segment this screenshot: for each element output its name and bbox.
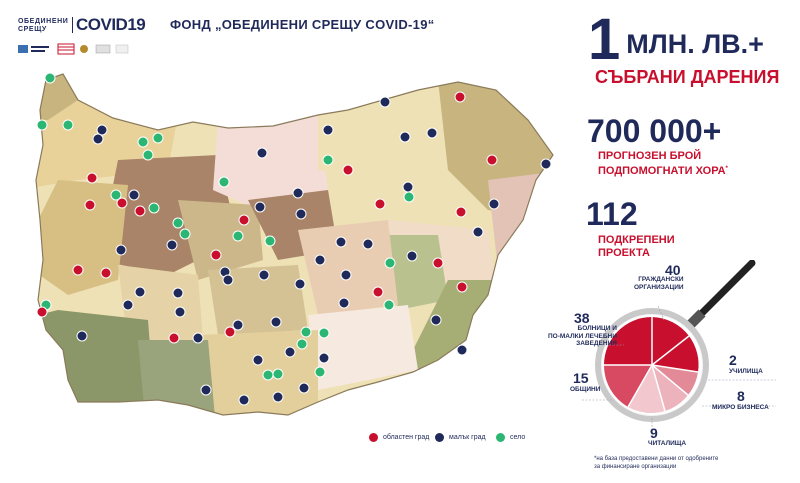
- footnote: *на база предоставени данни от одобренит…: [594, 455, 718, 471]
- pie-slice-small-a: [652, 336, 699, 372]
- footnote-line-1: *на база предоставени данни от одобренит…: [594, 456, 719, 462]
- legend-navy-dot: [435, 433, 444, 442]
- breakdown-graphic: [582, 260, 776, 435]
- count-municipalities: 15: [573, 370, 589, 386]
- label-hospitals: БОЛНИЦИ И ПО-МАЛКИ ЛЕЧЕБНИ ЗАВЕДЕНИЯ: [548, 325, 617, 348]
- label-community-centers: ЧИТАЛИЩА: [648, 440, 687, 447]
- logo-line-2: СРЕЩУ: [18, 26, 47, 33]
- label-civil-orgs-line-1: ГРАЖДАНСКИ: [638, 276, 684, 283]
- pie-slice-civil: [652, 317, 689, 365]
- people-label-line-2: ПОДПОМОГНАТИ ХОРА: [598, 165, 726, 177]
- count-schools: 2: [729, 352, 737, 368]
- logo-divider: [72, 17, 73, 33]
- count-civil-orgs: 40: [665, 262, 681, 278]
- projects-label-line-2: ПРОЕКТА: [598, 247, 650, 259]
- count-community-centers: 9: [650, 425, 658, 441]
- bulgaria-map: [35, 72, 554, 416]
- page-title: ФОНД „ОБЕДИНЕНИ СРЕЩУ COVID-19“: [170, 17, 435, 32]
- people-note-mark: *: [725, 166, 728, 172]
- label-civil-orgs-line-2: ОРГАНИЗАЦИИ: [634, 283, 684, 291]
- pie-slice-small-d: [628, 365, 665, 414]
- donations-value: 1: [588, 7, 621, 72]
- label-hospitals-line-1: БОЛНИЦИ И: [577, 325, 617, 332]
- label-civil-orgs: ГРАЖДАНСКИ ОРГАНИЗАЦИИ: [634, 276, 684, 291]
- pie-slice-municipalities: [603, 365, 652, 407]
- projects-label-line-1: ПОДКРЕПЕНИ: [598, 234, 675, 246]
- donations-unit: МЛН. ЛВ.+: [626, 29, 764, 59]
- logo-line-1: ОБЕДИНЕНИ: [18, 18, 69, 25]
- count-hospitals: 38: [574, 310, 590, 326]
- logo-text: ОБЕДИНЕНИ СРЕЩУ: [18, 18, 68, 34]
- projects-value: 112: [586, 196, 638, 232]
- pie-slice-hospitals: [604, 317, 652, 365]
- legend-village: село: [510, 434, 526, 441]
- donations-label: СЪБРАНИ ДАРЕНИЯ: [595, 67, 780, 87]
- leader-lines: [582, 305, 776, 435]
- count-micro-business: 8: [737, 388, 745, 404]
- label-schools: УЧИЛИЩА: [729, 368, 763, 375]
- projects-label: ПОДКРЕПЕНИ ПРОЕКТА: [598, 234, 675, 260]
- pie-slice-small-c: [652, 365, 688, 411]
- label-municipalities: ОБЩИНИ: [570, 386, 601, 393]
- label-hospitals-line-3: ЗАВЕДЕНИЯ: [576, 340, 617, 347]
- legend-regional-city: областен град: [383, 434, 430, 441]
- people-label-line-1: ПРОГНОЗЕН БРОЙ: [598, 150, 702, 162]
- logo-brand: COVID19: [76, 15, 146, 34]
- label-micro-business: МИКРО БИЗНЕСА: [712, 404, 769, 411]
- legend-small-town: малък град: [449, 434, 486, 441]
- legend-red-dot: [369, 433, 378, 442]
- donations-stat: 1 МЛН. ЛВ.+: [588, 11, 764, 69]
- label-hospitals-line-2: ПО-МАЛКИ ЛЕЧЕБНИ: [548, 332, 617, 340]
- map-markers: [36, 72, 552, 406]
- magnifier-handle: [691, 260, 756, 324]
- partner-logos: [18, 43, 129, 55]
- people-value: 700 000+: [587, 113, 722, 149]
- people-label: ПРОГНОЗЕН БРОЙ ПОДПОМОГНАТИ ХОРА*: [598, 150, 728, 178]
- map-regions: [36, 74, 553, 415]
- pie-chart: [603, 317, 699, 414]
- legend-green-dot: [496, 433, 505, 442]
- footnote-line-2: за финансиране организации: [594, 464, 677, 470]
- pie-slice-small-b: [652, 365, 698, 395]
- coalition-logo: ОБЕДИНЕНИ СРЕЩУ COVID19: [18, 14, 178, 64]
